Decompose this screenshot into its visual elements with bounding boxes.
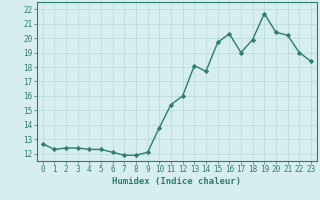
X-axis label: Humidex (Indice chaleur): Humidex (Indice chaleur) [112,177,241,186]
